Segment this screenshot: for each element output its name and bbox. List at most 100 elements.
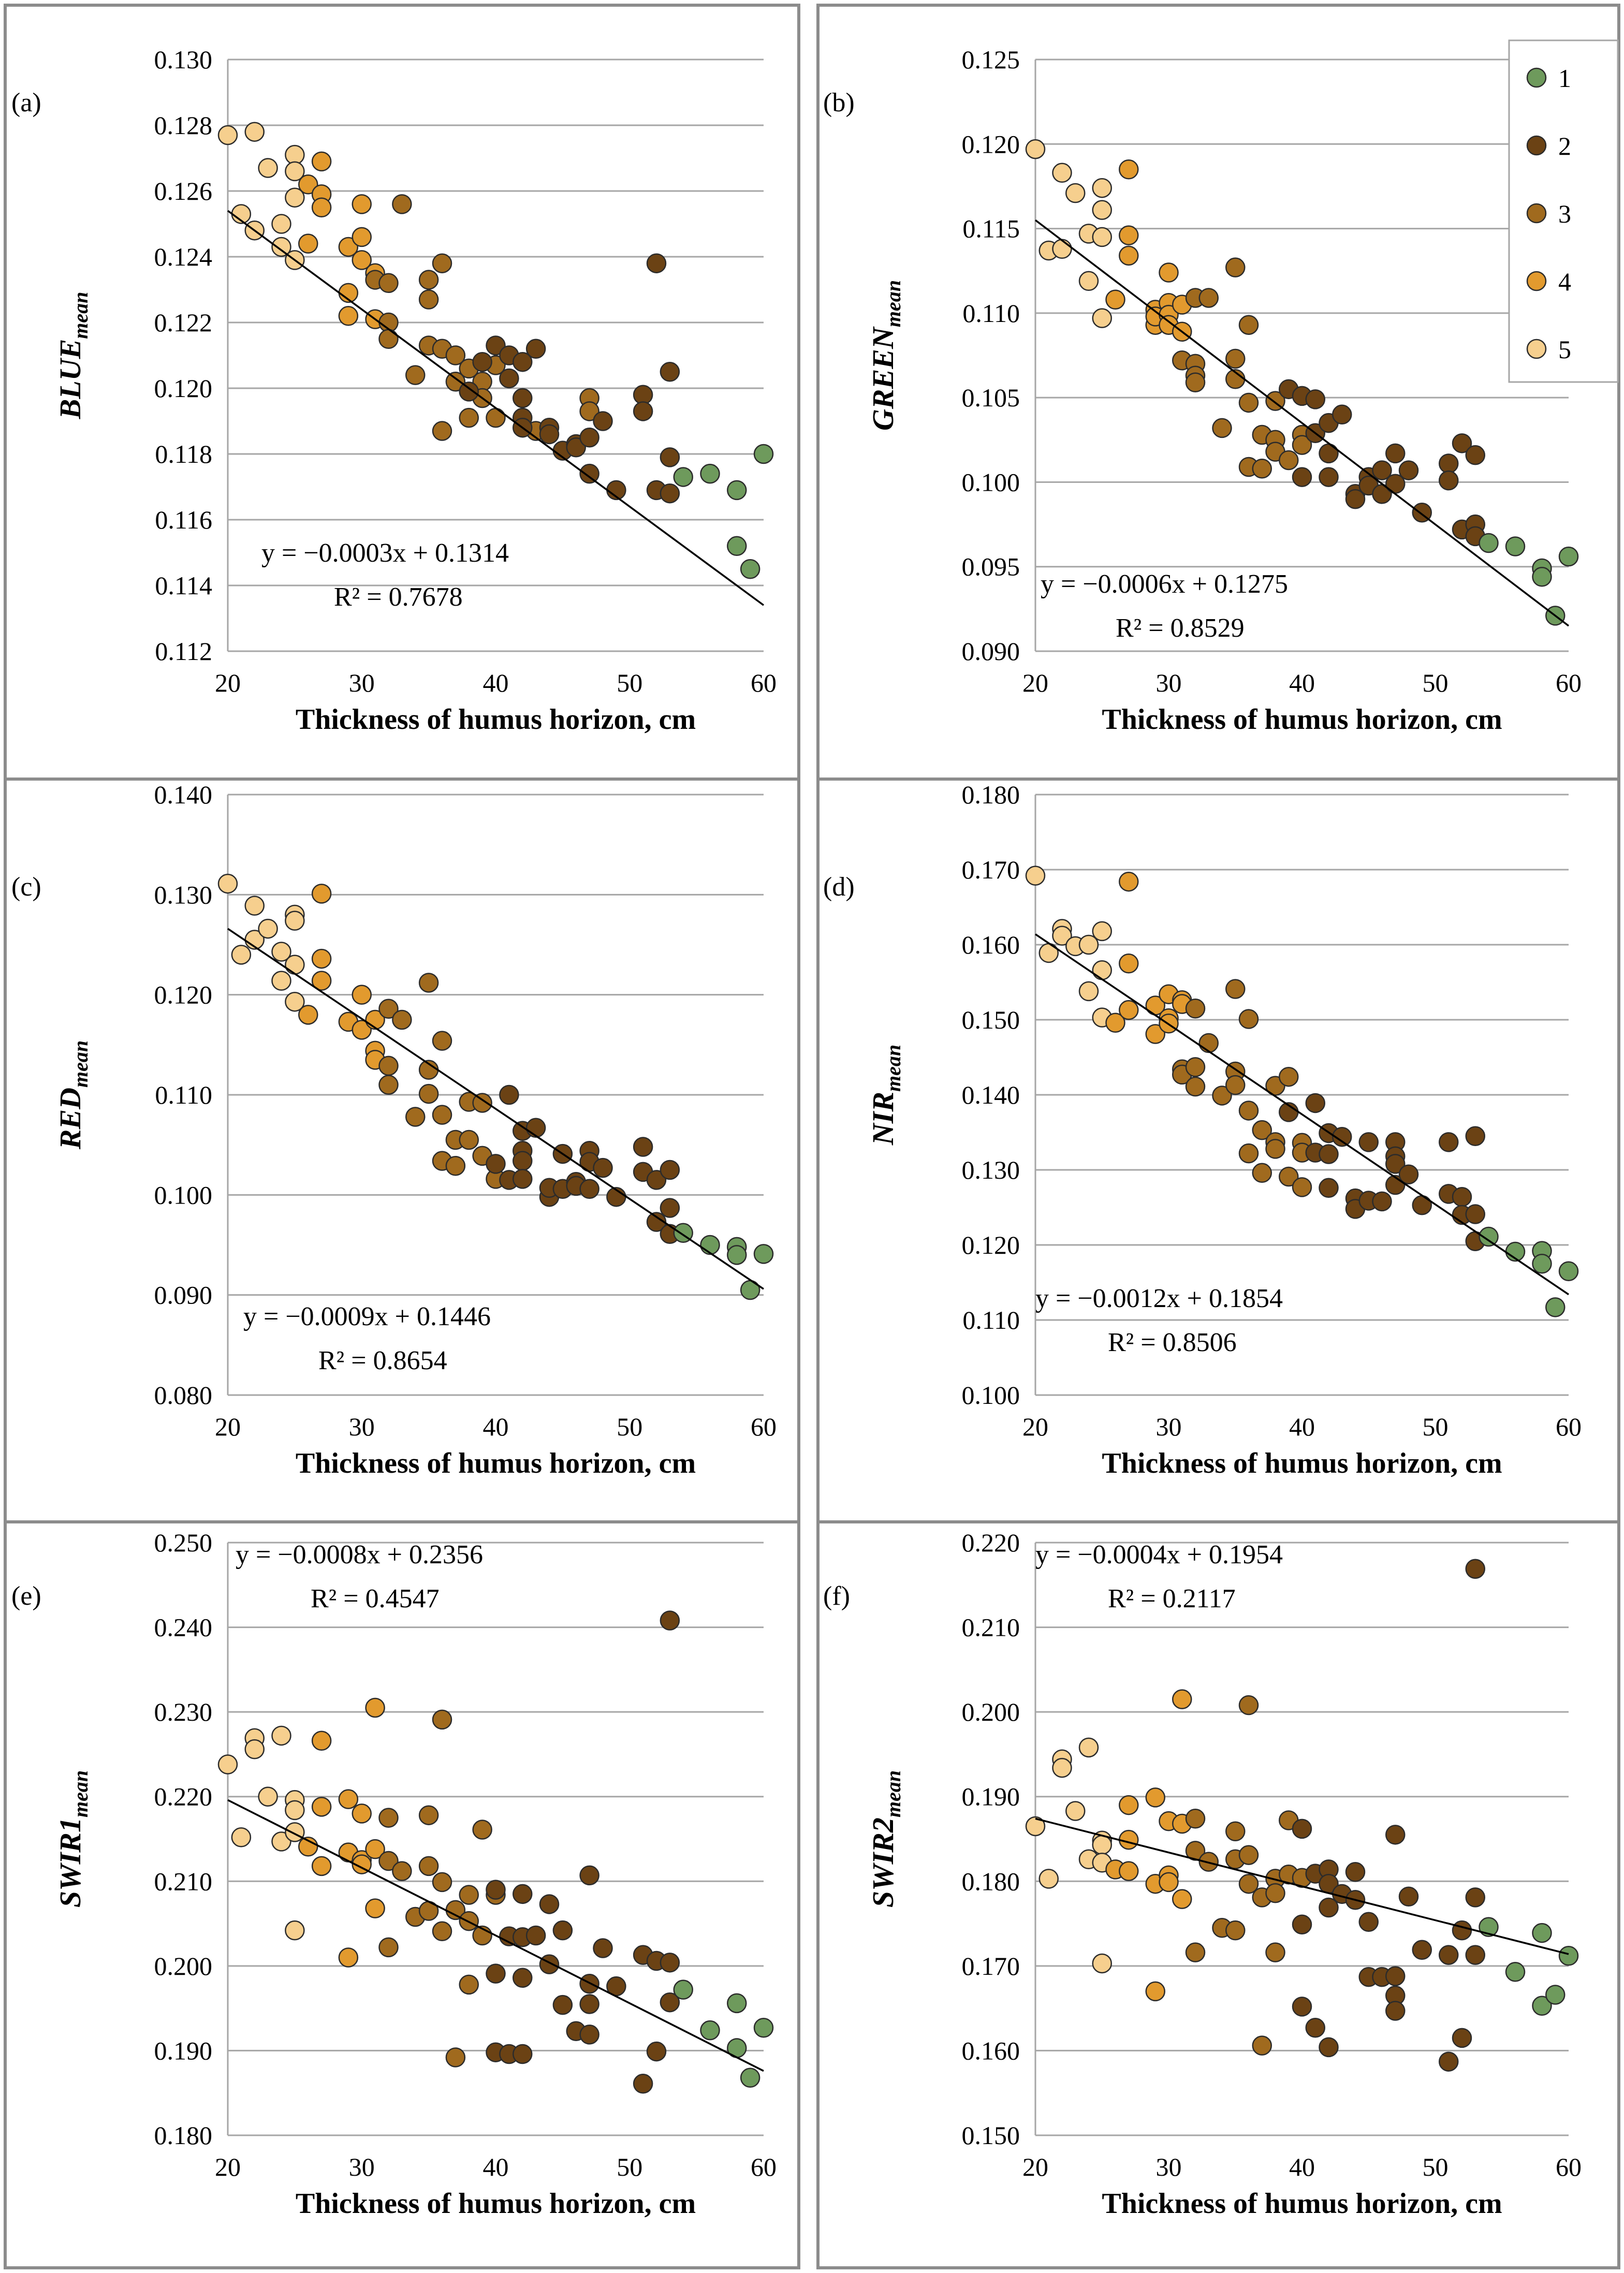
data-point-class-2: [486, 1154, 506, 1174]
data-point-class-2: [660, 1953, 680, 1973]
data-point-class-5: [258, 158, 278, 178]
data-point-class-3: [1252, 1163, 1272, 1183]
r-squared: R² = 0.4547: [311, 1584, 440, 1614]
data-point-class-2: [1319, 467, 1339, 487]
data-point-class-5: [1092, 178, 1112, 198]
data-point-class-4: [1119, 954, 1139, 974]
data-point-class-2: [660, 483, 680, 504]
y-tick-label: 0.100: [962, 467, 1020, 496]
x-axis-label: Thickness of humus horizon, cm: [296, 1447, 696, 1479]
data-point-class-5: [285, 955, 305, 975]
trendline: [227, 928, 764, 1290]
data-point-class-4: [338, 237, 359, 257]
y-tick-label: 0.124: [154, 242, 213, 271]
data-point-class-2: [1452, 1920, 1472, 1941]
regression-equation: y = −0.0006x + 0.1275: [1041, 569, 1288, 599]
data-point-class-4: [298, 1836, 318, 1857]
y-tick-label: 0.190: [154, 2036, 213, 2065]
panel-frame: [816, 778, 1620, 1523]
data-point-class-2: [552, 1995, 573, 2015]
panel-frame: [816, 1520, 1620, 2269]
data-point-class-1: [753, 444, 774, 464]
y-axis-label-main: NIR: [866, 1092, 900, 1146]
data-point-class-4: [1159, 262, 1179, 283]
x-tick-label: 40: [483, 1412, 509, 1441]
data-point-class-1: [1545, 1985, 1566, 2005]
y-tick-label: 0.140: [962, 1080, 1020, 1109]
data-point-class-2: [1385, 2001, 1406, 2021]
data-point-class-4: [338, 306, 359, 326]
regression-equation: y = −0.0012x + 0.1854: [1035, 1284, 1283, 1313]
data-point-class-5: [1025, 139, 1046, 159]
data-point-class-4: [1105, 289, 1125, 310]
y-axis-label-subscript: mean: [882, 1045, 905, 1092]
y-tick-label: 0.120: [962, 1230, 1020, 1259]
y-tick-label: 0.110: [962, 1306, 1020, 1335]
data-point-class-3: [418, 1805, 439, 1825]
y-tick-label: 0.112: [155, 637, 212, 666]
y-axis-label: REDmean: [53, 1040, 92, 1150]
x-tick-label: 20: [1022, 2152, 1048, 2181]
data-point-class-3: [1198, 1033, 1219, 1053]
y-tick-label: 0.120: [154, 980, 213, 1009]
data-point-class-2: [1398, 460, 1419, 480]
data-point-class-2: [539, 1954, 560, 1974]
data-point-class-2: [1305, 389, 1325, 409]
x-tick-label: 40: [1289, 2152, 1315, 2181]
y-tick-label: 0.120: [154, 374, 213, 403]
data-point-class-1: [740, 2067, 760, 2088]
data-point-class-3: [432, 1921, 452, 1942]
data-point-class-5: [285, 1822, 305, 1842]
data-point-class-4: [352, 985, 372, 1005]
data-point-class-2: [593, 1157, 613, 1178]
data-point-class-3: [418, 1083, 439, 1104]
data-point-class-4: [311, 948, 332, 969]
y-tick-label: 0.210: [962, 1613, 1020, 1642]
data-point-class-2: [593, 1938, 613, 1958]
data-point-class-5: [271, 237, 291, 257]
data-point-class-2: [1439, 1132, 1459, 1152]
y-tick-label: 0.120: [962, 129, 1020, 158]
data-point-class-2: [1332, 404, 1352, 425]
trendline: [227, 1799, 764, 2072]
x-tick-label: 50: [1423, 668, 1449, 697]
x-tick-label: 50: [1423, 2152, 1449, 2181]
data-point-class-3: [378, 273, 399, 294]
data-point-class-2: [513, 1884, 533, 1904]
data-point-class-3: [1292, 1177, 1312, 1197]
data-point-class-3: [418, 973, 439, 993]
data-point-class-5: [271, 942, 291, 962]
data-point-class-4: [311, 1856, 332, 1876]
y-tick-label: 0.200: [962, 1697, 1020, 1726]
data-point-class-4: [352, 227, 372, 247]
data-point-class-3: [1185, 1808, 1206, 1829]
data-point-class-1: [1479, 533, 1499, 553]
data-point-class-2: [1358, 1912, 1379, 1932]
data-point-class-2: [552, 1920, 573, 1941]
data-point-class-2: [660, 1160, 680, 1180]
x-tick-label: 20: [215, 2152, 241, 2181]
y-tick-label: 0.170: [962, 855, 1020, 884]
data-point-class-3: [1265, 1942, 1285, 1962]
data-point-class-2: [579, 2025, 599, 2045]
data-point-class-4: [352, 250, 372, 270]
panel-c: 0.080 0.090 0.100 0.110 0.120 0.130 0.140 20 30 4…: [4, 778, 800, 1523]
data-point-class-2: [660, 447, 680, 467]
data-point-class-3: [1198, 288, 1219, 308]
trendline: [1035, 933, 1569, 1296]
data-point-class-1: [1479, 1226, 1499, 1247]
x-tick-label: 50: [617, 1412, 642, 1441]
data-point-class-2: [1385, 443, 1406, 464]
x-tick-label: 50: [617, 2152, 642, 2181]
data-point-class-5: [285, 187, 305, 208]
data-point-class-4: [365, 1898, 385, 1918]
data-point-class-4: [1145, 1024, 1165, 1044]
data-point-class-2: [660, 362, 680, 382]
data-point-class-1: [1532, 567, 1552, 587]
panel-label: (e): [11, 1581, 41, 1611]
data-point-class-2: [499, 368, 519, 389]
data-point-class-2: [1465, 1126, 1485, 1146]
data-point-class-4: [1172, 1889, 1192, 1909]
data-point-class-3: [378, 1808, 399, 1828]
data-point-class-2: [1398, 1164, 1419, 1184]
